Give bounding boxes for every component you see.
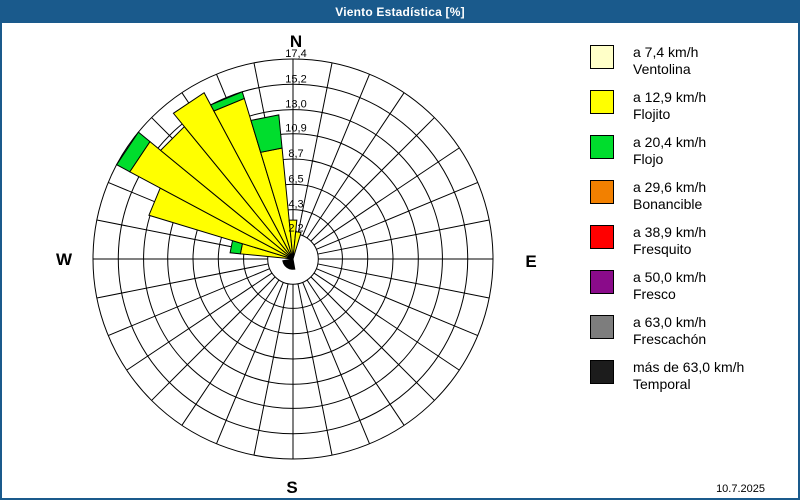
legend-swatch-flojito xyxy=(590,90,614,114)
legend-name: Temporal xyxy=(633,376,691,392)
legend-item-ventolina: a 7,4 km/h Ventolina xyxy=(590,44,698,78)
grid-spoke xyxy=(151,276,276,401)
legend-name: Ventolina xyxy=(633,61,691,77)
legend-label-temporal: más de 63,0 km/h Temporal xyxy=(633,359,744,393)
legend-swatch-ventolina xyxy=(590,45,614,69)
grid-spoke xyxy=(316,268,478,336)
legend-name: Flojo xyxy=(633,151,664,167)
cardinal-west: W xyxy=(56,250,73,269)
legend-swatch-fresquito xyxy=(590,225,614,249)
grid-spoke xyxy=(313,272,460,371)
legend-label-fresquito: a 38,9 km/h Fresquito xyxy=(633,224,706,258)
wind-rose-chart: 2,2 4,3 6,5 8,7 10,9 13,0 15,2 17,4N E S W xyxy=(56,32,537,497)
grid-spoke xyxy=(108,268,270,336)
legend-speed: a 12,9 km/h xyxy=(633,89,707,105)
grid-spoke xyxy=(297,62,333,235)
grid-spoke xyxy=(126,272,273,371)
grid-spoke xyxy=(306,92,405,239)
ring-label: 15,2 xyxy=(285,73,306,85)
legend-label-flojo: a 20,4 km/h Flojo xyxy=(633,134,706,168)
legend-item-fresquito: a 38,9 km/h Fresquito xyxy=(590,224,706,258)
grid-spoke xyxy=(181,279,280,426)
legend-speed: a 7,4 km/h xyxy=(633,44,699,60)
legend-item-flojo: a 20,4 km/h Flojo xyxy=(590,134,706,168)
legend-swatch-frescachon xyxy=(590,315,614,339)
legend-label-flojito: a 12,9 km/h Flojito xyxy=(633,89,706,123)
grid-spoke xyxy=(310,117,435,242)
legend-label-fresco: a 50,0 km/h Fresco xyxy=(633,269,706,303)
date-label: 10.7.2025 xyxy=(716,483,765,495)
ring-label: 6,5 xyxy=(288,173,303,185)
chart-area: 2,2 4,3 6,5 8,7 10,9 13,0 15,2 17,4 N E S W a 7,4 k… xyxy=(2,23,798,498)
petal-flojito xyxy=(292,230,302,260)
petal-flojo xyxy=(209,91,245,112)
grid-spoke xyxy=(317,219,490,255)
legend-speed: a 20,4 km/h xyxy=(633,134,707,150)
ring-label: 8,7 xyxy=(288,148,303,160)
legend-item-fresco: a 50,0 km/h Fresco xyxy=(590,269,706,303)
legend-item-flojito: a 12,9 km/h Flojito xyxy=(590,89,706,123)
legend-label-ventolina: a 7,4 km/h Ventolina xyxy=(633,44,698,78)
legend-label-frescachon: a 63,0 km/h Frescachón xyxy=(633,314,706,348)
ring-label: 4,3 xyxy=(288,199,303,211)
legend-name: Fresquito xyxy=(633,241,692,257)
grid-spoke xyxy=(306,279,405,426)
grid-spoke xyxy=(216,282,284,444)
legend-swatch-flojo xyxy=(590,135,614,159)
legend-swatch-bonancible xyxy=(590,180,614,204)
cardinal-south: S xyxy=(286,478,297,497)
cardinal-east: E xyxy=(525,252,536,271)
legend-swatch-fresco xyxy=(590,270,614,294)
grid-spoke xyxy=(302,282,370,444)
legend-item-temporal: más de 63,0 km/h Temporal xyxy=(590,359,744,393)
legend-speed: a 38,9 km/h xyxy=(633,224,707,240)
legend-swatch-temporal xyxy=(590,360,614,384)
grid-spoke xyxy=(317,263,490,299)
window-title: Viento Estadística [%] xyxy=(335,5,465,19)
legend-speed: a 63,0 km/h xyxy=(633,314,707,330)
legend-name: Flojito xyxy=(633,106,671,122)
grid-spoke xyxy=(310,276,435,401)
ring-label: 13,0 xyxy=(285,99,306,111)
cardinal-north: N xyxy=(290,32,302,51)
grid-spoke xyxy=(253,283,289,456)
legend-speed: a 29,6 km/h xyxy=(633,179,707,195)
grid-spoke xyxy=(316,182,478,250)
calm-marker xyxy=(282,258,296,270)
legend-name: Frescachón xyxy=(633,331,707,347)
title-bar[interactable]: Viento Estadística [%] xyxy=(2,2,798,23)
legend-speed: a 50,0 km/h xyxy=(633,269,707,285)
grid-spoke xyxy=(96,263,269,299)
legend-speed: más de 63,0 km/h xyxy=(633,359,745,375)
ring-label: 2,2 xyxy=(288,223,303,235)
legend-item-frescachon: a 63,0 km/h Frescachón xyxy=(590,314,706,348)
legend-name: Fresco xyxy=(633,286,676,302)
legend-name: Bonancible xyxy=(633,196,703,212)
petal-flojo xyxy=(250,114,283,153)
grid-spoke xyxy=(297,283,333,456)
legend-item-bonancible: a 29,6 km/h Bonancible xyxy=(590,179,706,213)
grid-spoke xyxy=(302,74,370,236)
ring-label: 10,9 xyxy=(285,123,306,135)
legend-label-bonancible: a 29,6 km/h Bonancible xyxy=(633,179,706,213)
petal-flojo xyxy=(115,131,151,173)
grid-spoke xyxy=(313,147,460,246)
ring-label: 17,4 xyxy=(285,48,306,60)
